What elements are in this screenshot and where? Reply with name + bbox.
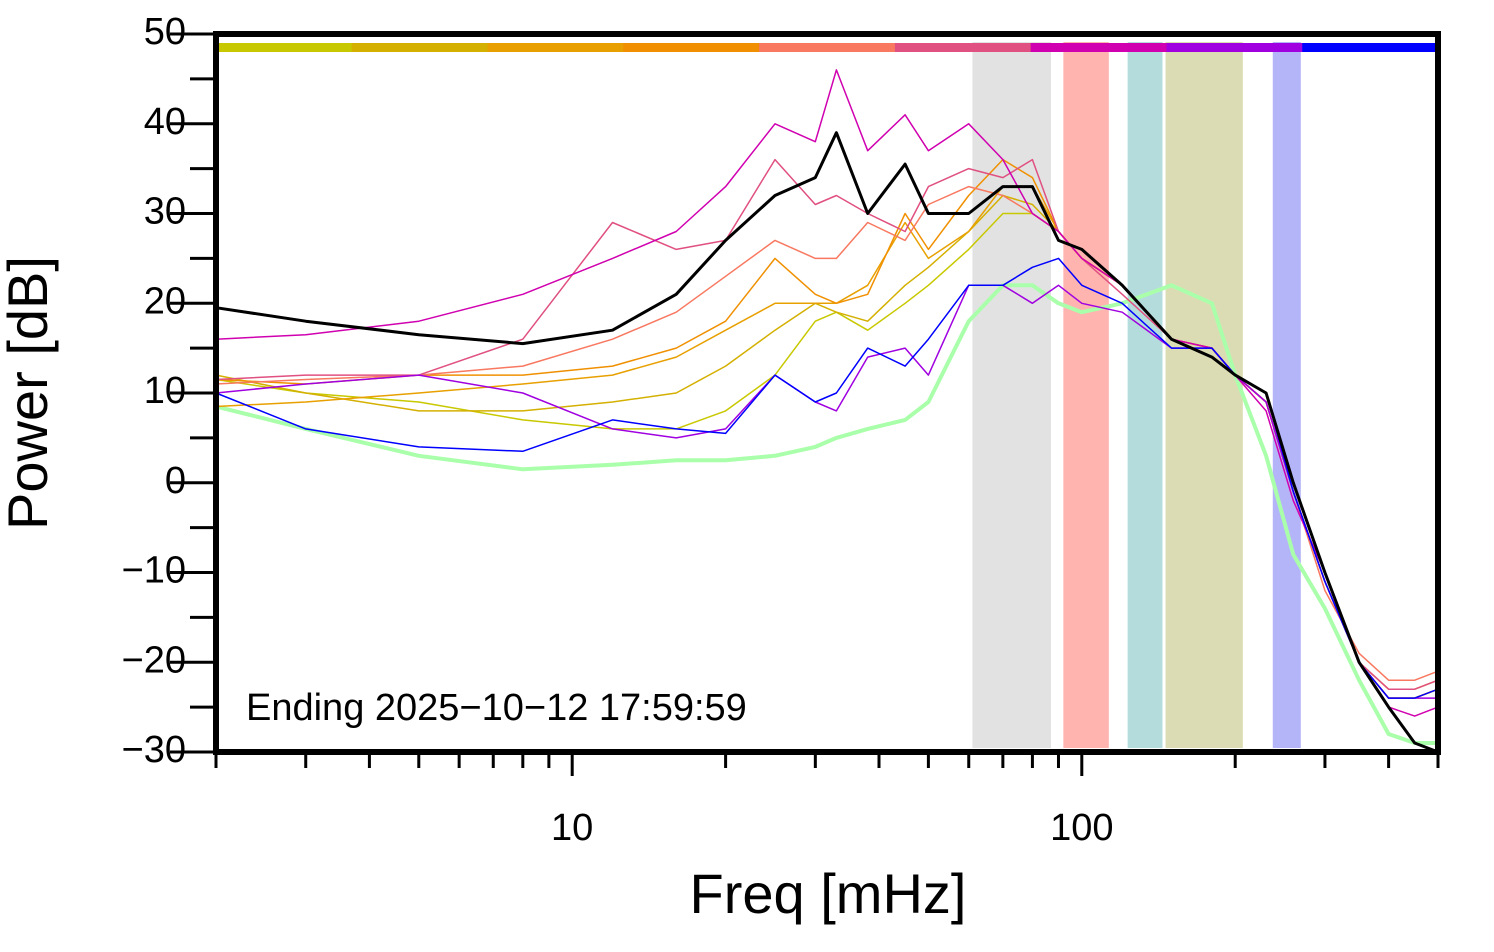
y-tick-label: −20 <box>122 639 186 681</box>
x-axis-title: Freq [mHz] <box>690 862 967 925</box>
color-bar-segment <box>487 43 624 52</box>
y-tick-label: 40 <box>144 101 186 143</box>
band <box>1272 42 1301 748</box>
y-tick-label: −10 <box>122 550 186 592</box>
annotation: Ending 2025−10−12 17:59:59 <box>246 687 747 729</box>
y-tick-label: 0 <box>165 460 186 502</box>
band <box>1165 42 1243 748</box>
band <box>1127 42 1163 748</box>
x-tick-label: 100 <box>1050 807 1113 849</box>
series-line <box>215 212 1439 699</box>
y-tick-label: 30 <box>144 191 186 233</box>
color-bar-segment <box>1166 43 1303 52</box>
series-line <box>215 131 1439 754</box>
band <box>1063 42 1109 748</box>
series-line <box>215 284 1438 699</box>
color-bar-segment <box>1302 43 1439 52</box>
series-line <box>215 257 1439 699</box>
y-tick-label: 20 <box>144 280 186 322</box>
color-bar-segment <box>759 43 896 52</box>
color-bar-segment <box>351 43 489 52</box>
y-axis-title: Power [dB] <box>0 256 59 530</box>
x-tick-label: 10 <box>551 807 593 849</box>
color-bar-segment <box>623 43 760 52</box>
y-tick-label: 10 <box>144 370 186 412</box>
y-tick-label: −30 <box>122 729 186 771</box>
series-line <box>215 69 1439 717</box>
band <box>972 42 1051 748</box>
color-bar-segment <box>1030 43 1167 52</box>
series-line <box>215 185 1439 681</box>
series-line <box>215 283 1438 745</box>
color-bar-segment <box>216 43 353 52</box>
color-bar-segment <box>894 43 1032 52</box>
y-tick-label: 50 <box>144 11 186 53</box>
series-line <box>215 194 1439 699</box>
